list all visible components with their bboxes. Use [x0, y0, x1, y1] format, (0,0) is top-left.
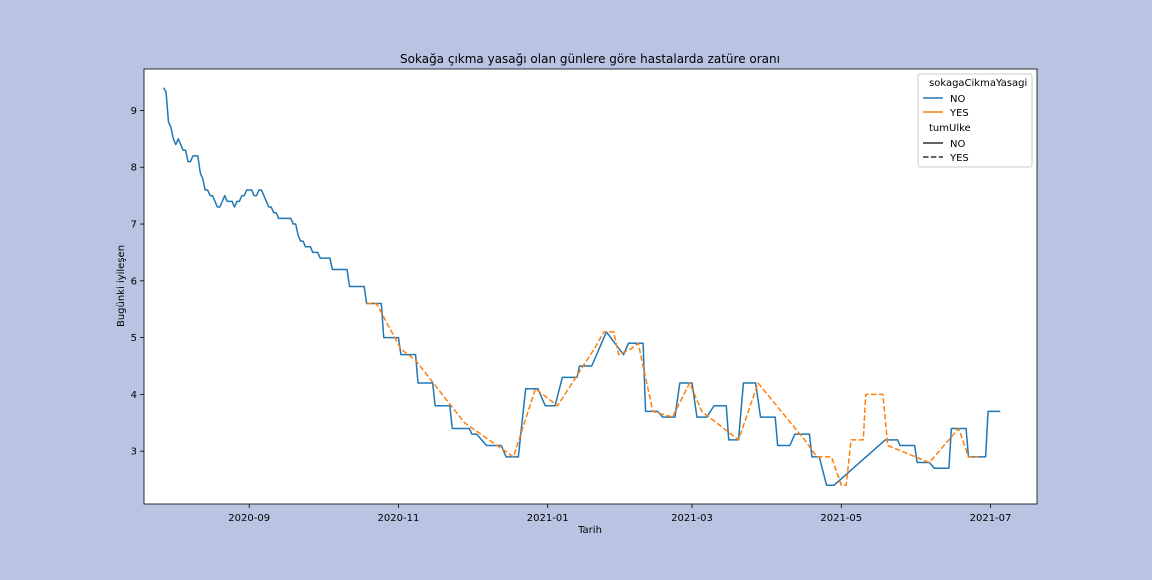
y-axis-label: Bugünki iyileşen [116, 245, 127, 327]
legend: sokagaCikmaYasagi NO YES tumUlke NO YES [917, 73, 1033, 168]
y-tick-label: 3 [131, 447, 137, 458]
plot-area [144, 69, 1037, 504]
y-tick-label: 4 [131, 390, 137, 401]
y-tick-label: 9 [131, 106, 137, 117]
x-tick-label: 2021-01 [527, 513, 569, 524]
legend-hue-title: sokagaCikmaYasagi [929, 78, 1027, 89]
x-tick-label: 2020-09 [228, 513, 270, 524]
x-tick-label: 2021-07 [970, 513, 1012, 524]
x-tick-label: 2020-11 [378, 513, 420, 524]
legend-box [917, 73, 1033, 168]
legend-hue-yes: YES [949, 108, 969, 119]
x-axis-ticks: 2020-09 2020-11 2021-01 2021-03 2021-05 2021-… [228, 504, 1011, 524]
y-axis-ticks: 3 4 5 6 7 8 9 [131, 106, 144, 458]
plot-frame [143, 68, 1038, 505]
chart-title: Sokağa çıkma yasağı olan günlere göre ha… [400, 52, 780, 66]
series-line-no [162, 87, 1001, 487]
x-tick-label: 2021-05 [820, 513, 862, 524]
legend-style-title: tumUlke [929, 123, 971, 134]
x-axis-label: Tarih [577, 525, 602, 536]
series-line-yes [366, 302, 979, 487]
y-tick-label: 5 [131, 333, 137, 344]
x-tick-label: 2021-03 [671, 513, 713, 524]
y-tick-label: 6 [131, 276, 137, 287]
y-tick-label: 7 [131, 220, 137, 231]
legend-hue-no: NO [950, 94, 965, 105]
y-tick-label: 8 [131, 163, 137, 174]
series-layer [162, 87, 1001, 487]
legend-style-no: NO [950, 139, 965, 150]
legend-style-yes: YES [949, 153, 969, 164]
